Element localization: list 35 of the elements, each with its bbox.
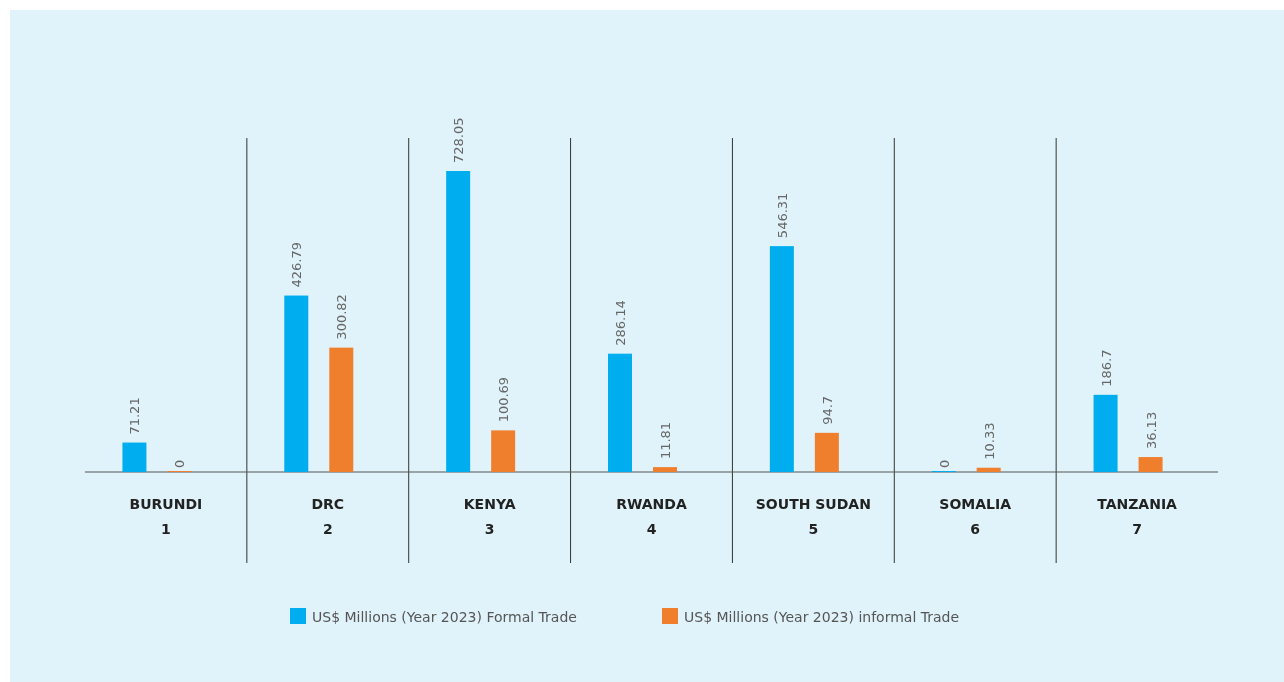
data-label: 10.33 [981, 422, 997, 460]
legend-label: US$ Millions (Year 2023) informal Trade [684, 609, 960, 625]
x-tick-label: DRC 2 [311, 496, 345, 537]
bar [491, 430, 516, 472]
data-label: 36.13 [1143, 411, 1159, 450]
x-tick-label: BURUNDI 1 [129, 496, 203, 537]
data-label: 546.31 [774, 192, 790, 239]
data-label: 100.69 [496, 376, 512, 423]
data-label: 0 [172, 459, 188, 468]
data-label: 728.05 [451, 117, 467, 163]
x-tick-label: SOMALIA 6 [939, 496, 1012, 537]
x-tick-label: TANZANIA 7 [1097, 496, 1178, 537]
x-tick-label: SOUTH SUDAN 5 [755, 496, 871, 537]
bar [1093, 394, 1118, 472]
bar [446, 171, 471, 472]
bar [329, 347, 354, 472]
data-label: 300.82 [334, 294, 350, 340]
x-tick-label: KENYA 3 [463, 496, 516, 537]
bar [653, 467, 677, 472]
data-label: 71.21 [127, 397, 143, 435]
data-label: 186.7 [1098, 349, 1114, 387]
x-tick-label: RWANDA 4 [616, 496, 687, 537]
bar [608, 353, 632, 472]
data-label: 11.81 [658, 421, 673, 460]
data-label: 94.7 [819, 395, 835, 425]
data-label: 426.79 [289, 242, 305, 288]
bar [122, 442, 147, 472]
bar [976, 467, 1001, 472]
data-label: 286.14 [613, 300, 628, 346]
bar [284, 295, 309, 472]
legend-label: US$ Millions (Year 2023) Formal Trade [312, 609, 577, 625]
bar [1138, 457, 1163, 472]
bar [769, 246, 794, 472]
data-label: 0 [936, 459, 952, 468]
bar [814, 432, 839, 472]
